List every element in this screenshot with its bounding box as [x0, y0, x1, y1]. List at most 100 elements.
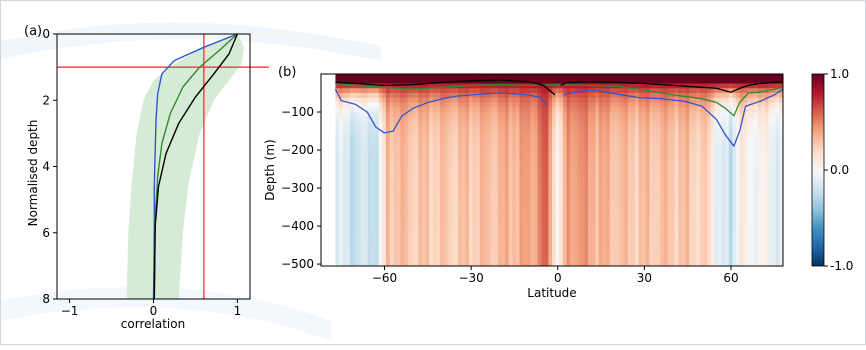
- heatmap-cell: [516, 98, 520, 103]
- heatmap-cell: [375, 212, 379, 217]
- heatmap-cell: [657, 207, 661, 212]
- heatmap-cell: [606, 240, 610, 245]
- heatmap-cell: [346, 198, 350, 203]
- heatmap-cell: [494, 150, 498, 155]
- heatmap-cell: [631, 245, 635, 250]
- heatmap-cell: [422, 141, 426, 146]
- heatmap-cell: [646, 193, 650, 198]
- heatmap-cell: [487, 112, 491, 117]
- heatmap-cell: [718, 221, 722, 226]
- heatmap-cell: [581, 188, 585, 193]
- heatmap-cell: [588, 207, 592, 212]
- heatmap-cell: [668, 188, 672, 193]
- heatmap-cell: [743, 183, 747, 188]
- heatmap-cell: [743, 188, 747, 193]
- heatmap-cell: [725, 255, 729, 260]
- heatmap-cell: [653, 131, 657, 136]
- heatmap-cell: [740, 74, 744, 79]
- heatmap-cell: [339, 188, 343, 193]
- heatmap-cell: [765, 221, 769, 226]
- heatmap-cell: [729, 169, 733, 174]
- heatmap-cell: [422, 112, 426, 117]
- heatmap-cell: [758, 231, 762, 236]
- heatmap-cell: [686, 126, 690, 131]
- heatmap-cell: [404, 155, 408, 160]
- heatmap-cell: [397, 240, 401, 245]
- heatmap-cell: [530, 145, 534, 150]
- heatmap-cell: [581, 155, 585, 160]
- heatmap-cell: [429, 236, 433, 241]
- heatmap-cell: [606, 221, 610, 226]
- heatmap-cell: [570, 74, 574, 79]
- heatmap-cell: [350, 179, 354, 184]
- heatmap-cell: [415, 202, 419, 207]
- heatmap-cell: [364, 136, 368, 141]
- heatmap-cell: [574, 126, 578, 131]
- heatmap-cell: [707, 131, 711, 136]
- heatmap-cell: [754, 112, 758, 117]
- heatmap-cell: [473, 207, 477, 212]
- heatmap-cell: [765, 259, 769, 264]
- heatmap-cell: [588, 259, 592, 264]
- heatmap-cell: [617, 226, 621, 231]
- heatmap-cell: [722, 207, 726, 212]
- heatmap-cell: [725, 188, 729, 193]
- heatmap-cell: [491, 88, 495, 93]
- heatmap-cell: [606, 164, 610, 169]
- heatmap-cell: [566, 259, 570, 264]
- heatmap-cell: [570, 179, 574, 184]
- heatmap-cell: [696, 188, 700, 193]
- heatmap-cell: [754, 226, 758, 231]
- heatmap-cell: [736, 164, 740, 169]
- heatmap-cell: [556, 164, 560, 169]
- heatmap-cell: [657, 236, 661, 241]
- heatmap-cell: [523, 131, 527, 136]
- heatmap-cell: [437, 221, 441, 226]
- heatmap-cell: [718, 112, 722, 117]
- heatmap-cell: [722, 136, 726, 141]
- heatmap-cell: [577, 174, 581, 179]
- heatmap-cell: [494, 245, 498, 250]
- heatmap-cell: [397, 150, 401, 155]
- heatmap-cell: [469, 169, 473, 174]
- heatmap-cell: [462, 103, 466, 108]
- heatmap-cell: [599, 259, 603, 264]
- heatmap-cell: [570, 259, 574, 264]
- heatmap-cell: [390, 236, 394, 241]
- heatmap-cell: [740, 160, 744, 165]
- heatmap-cell: [397, 79, 401, 84]
- heatmap-cell: [364, 255, 368, 260]
- heatmap-cell: [570, 226, 574, 231]
- heatmap-cell: [408, 250, 412, 255]
- heatmap-cell: [725, 193, 729, 198]
- heatmap-cell: [415, 160, 419, 165]
- heatmap-cell: [660, 212, 664, 217]
- heatmap-cell: [476, 150, 480, 155]
- heatmap-cell: [649, 226, 653, 231]
- heatmap-cell: [444, 245, 448, 250]
- heatmap-cell: [418, 131, 422, 136]
- heatmap-cell: [686, 221, 690, 226]
- heatmap-cell: [505, 255, 509, 260]
- heatmap-cell: [754, 107, 758, 112]
- heatmap-cell: [668, 112, 672, 117]
- heatmap-cell: [523, 141, 527, 146]
- heatmap-cell: [732, 122, 736, 127]
- heatmap-cell: [393, 103, 397, 108]
- heatmap-cell: [584, 107, 588, 112]
- heatmap-cell: [422, 174, 426, 179]
- heatmap-cell: [353, 145, 357, 150]
- heatmap-cell: [390, 174, 394, 179]
- heatmap-cell: [462, 259, 466, 264]
- heatmap-cell: [635, 131, 639, 136]
- heatmap-cell: [361, 88, 365, 93]
- heatmap-cell: [455, 88, 459, 93]
- heatmap-cell: [765, 126, 769, 131]
- heatmap-cell: [509, 107, 513, 112]
- heatmap-cell: [379, 259, 383, 264]
- heatmap-cell: [668, 79, 672, 84]
- heatmap-cell: [556, 122, 560, 127]
- heatmap-cell: [415, 145, 419, 150]
- heatmap-cell: [437, 117, 441, 122]
- heatmap-cell: [588, 193, 592, 198]
